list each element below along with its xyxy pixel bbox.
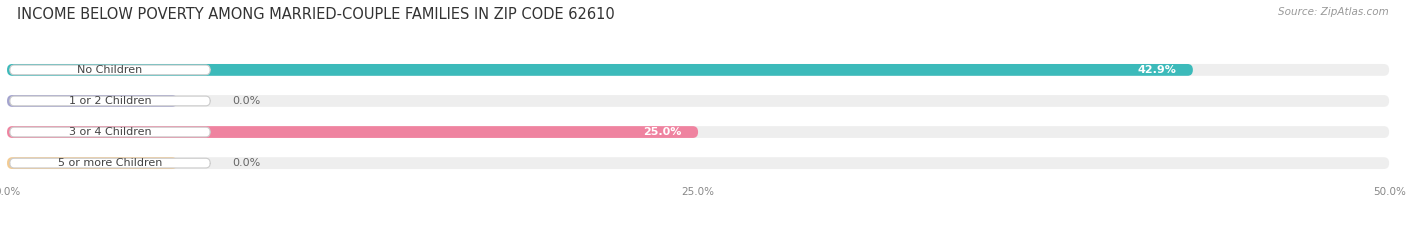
Text: 42.9%: 42.9% [1137, 65, 1177, 75]
Text: 5 or more Children: 5 or more Children [58, 158, 162, 168]
FancyBboxPatch shape [7, 95, 177, 107]
FancyBboxPatch shape [7, 64, 1389, 76]
Text: 3 or 4 Children: 3 or 4 Children [69, 127, 152, 137]
FancyBboxPatch shape [7, 157, 1389, 169]
FancyBboxPatch shape [7, 157, 177, 169]
FancyBboxPatch shape [10, 127, 211, 137]
FancyBboxPatch shape [10, 158, 211, 168]
FancyBboxPatch shape [10, 96, 211, 106]
FancyBboxPatch shape [7, 126, 697, 138]
Text: INCOME BELOW POVERTY AMONG MARRIED-COUPLE FAMILIES IN ZIP CODE 62610: INCOME BELOW POVERTY AMONG MARRIED-COUPL… [17, 7, 614, 22]
Text: 0.0%: 0.0% [232, 96, 260, 106]
Text: 0.0%: 0.0% [232, 158, 260, 168]
FancyBboxPatch shape [7, 126, 1389, 138]
Text: 1 or 2 Children: 1 or 2 Children [69, 96, 152, 106]
Text: No Children: No Children [77, 65, 142, 75]
Text: 25.0%: 25.0% [643, 127, 682, 137]
FancyBboxPatch shape [7, 95, 1389, 107]
FancyBboxPatch shape [10, 65, 211, 75]
FancyBboxPatch shape [7, 64, 1192, 76]
Text: Source: ZipAtlas.com: Source: ZipAtlas.com [1278, 7, 1389, 17]
